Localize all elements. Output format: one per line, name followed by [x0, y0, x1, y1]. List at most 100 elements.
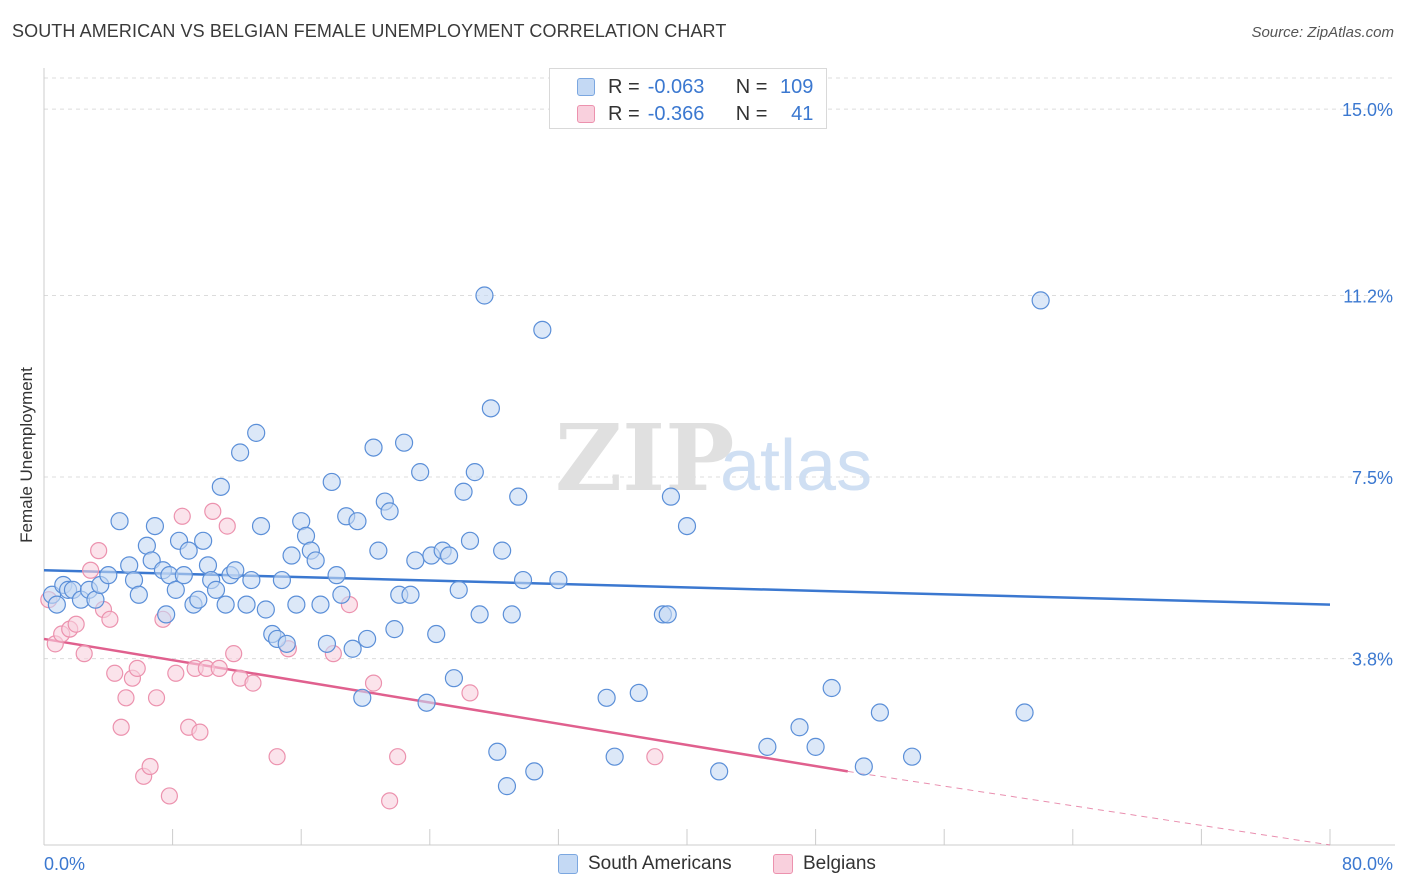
- point-south-americans: [353, 688, 372, 707]
- point-south-americans: [198, 556, 218, 575]
- legend-swatch-pink: [577, 105, 595, 123]
- point-south-americans: [661, 487, 681, 506]
- point-south-americans: [272, 570, 292, 590]
- point-south-americans: [306, 551, 325, 570]
- point-belgians: [167, 664, 185, 682]
- point-south-americans: [509, 487, 528, 506]
- point-south-americans: [110, 512, 129, 531]
- data-points: [40, 286, 1050, 810]
- y-tick-label: 3.8%: [1352, 650, 1393, 670]
- watermark-zip: ZIP: [555, 404, 734, 512]
- point-belgians: [389, 748, 407, 766]
- y-tick-label: 7.5%: [1352, 468, 1393, 488]
- point-south-americans: [597, 688, 616, 707]
- gridlines: [44, 77, 1395, 660]
- point-belgians: [173, 507, 191, 525]
- point-south-americans: [406, 551, 425, 570]
- point-south-americans: [99, 566, 118, 585]
- correlation-legend: R = -0.063 N = 109 R = -0.366 N = 41: [549, 68, 827, 129]
- point-south-americans: [475, 286, 494, 305]
- point-south-americans: [605, 747, 624, 766]
- point-south-americans: [251, 516, 271, 536]
- bottom-swatch-pink: [773, 854, 793, 874]
- point-south-americans: [439, 546, 459, 565]
- legend-n-label: N =: [735, 75, 768, 98]
- point-south-americans: [247, 423, 266, 442]
- tick-labels: 3.8% 7.5% 11.2% 15.0% 0.0% 80.0%: [44, 100, 1393, 874]
- point-belgians: [75, 645, 93, 663]
- point-south-americans: [454, 482, 473, 501]
- point-belgians: [160, 787, 178, 805]
- point-south-americans: [470, 605, 489, 624]
- point-south-americans: [790, 718, 809, 737]
- bottom-swatch-blue: [558, 854, 578, 874]
- point-south-americans: [460, 531, 480, 550]
- legend-row-south-americans: R = -0.063 N = 109: [577, 76, 813, 98]
- point-belgians: [112, 718, 130, 736]
- point-south-americans: [145, 516, 165, 536]
- point-belgians: [117, 689, 135, 707]
- legend-r-label: R =: [608, 102, 640, 125]
- point-south-americans: [277, 634, 296, 653]
- x-tick-label-min: 0.0%: [44, 854, 85, 874]
- legend-n-value: 41: [791, 102, 814, 125]
- point-south-americans: [216, 595, 235, 614]
- point-south-americans: [157, 605, 176, 624]
- point-belgians: [244, 674, 262, 692]
- point-south-americans: [322, 472, 341, 492]
- point-belgians: [210, 659, 228, 677]
- point-south-americans: [332, 585, 351, 604]
- point-south-americans: [481, 399, 500, 418]
- point-south-americans: [189, 590, 208, 609]
- point-south-americans: [1031, 291, 1050, 310]
- point-belgians: [268, 748, 286, 766]
- point-south-americans: [677, 516, 697, 536]
- trend-line-belgians: [43, 637, 848, 773]
- point-south-americans: [806, 737, 825, 756]
- axes: [43, 68, 1395, 846]
- point-belgians: [381, 792, 399, 810]
- point-belgians: [141, 757, 159, 776]
- point-south-americans: [179, 541, 198, 560]
- point-south-americans: [385, 620, 404, 639]
- legend-row-belgians: R = -0.366 N = 41: [577, 103, 813, 125]
- point-south-americans: [237, 595, 256, 614]
- chart-title: SOUTH AMERICAN VS BELGIAN FEMALE UNEMPLO…: [12, 21, 727, 41]
- point-south-americans: [427, 624, 446, 644]
- legend-swatch-blue: [577, 78, 595, 96]
- point-south-americans: [282, 546, 301, 565]
- point-south-americans: [658, 605, 677, 624]
- point-belgians: [82, 561, 100, 579]
- point-south-americans: [129, 585, 148, 604]
- bottom-legend-belgians: Belgians: [773, 852, 876, 876]
- point-south-americans: [194, 531, 213, 550]
- point-south-americans: [166, 580, 185, 599]
- point-south-americans: [465, 463, 484, 482]
- point-belgians: [106, 664, 124, 682]
- point-belgians: [461, 684, 479, 702]
- point-belgians: [646, 748, 664, 766]
- point-south-americans: [525, 762, 544, 781]
- point-south-americans: [449, 580, 468, 599]
- legend-n-value: 109: [780, 75, 814, 98]
- point-south-americans: [242, 570, 261, 590]
- point-belgians: [364, 674, 383, 692]
- point-belgians: [204, 502, 222, 520]
- point-south-americans: [444, 669, 464, 688]
- point-south-americans: [629, 683, 648, 703]
- point-belgians: [67, 615, 85, 633]
- point-south-americans: [870, 703, 890, 722]
- point-south-americans: [380, 502, 399, 521]
- point-south-americans: [758, 737, 777, 756]
- point-belgians: [191, 723, 209, 741]
- y-tick-label: 15.0%: [1342, 100, 1393, 120]
- legend-r-label: R =: [608, 75, 640, 98]
- point-south-americans: [902, 747, 922, 766]
- point-south-americans: [358, 629, 377, 649]
- point-south-americans: [549, 570, 568, 590]
- point-south-americans: [174, 566, 193, 585]
- trend-lines: [43, 569, 1331, 846]
- point-south-americans: [47, 595, 66, 614]
- point-south-americans: [211, 477, 230, 496]
